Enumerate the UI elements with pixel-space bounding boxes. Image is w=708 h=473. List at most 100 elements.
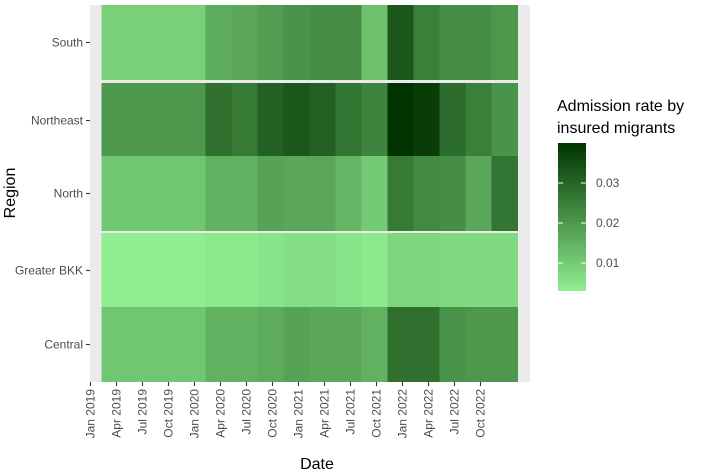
x-tick-label: Jul 2020 [240, 389, 254, 435]
heatmap-cell [127, 83, 154, 158]
y-axis: South Northeast North Greater BKK Central [15, 36, 90, 352]
x-tick-label: Jul 2022 [448, 389, 462, 435]
heatmap-cell [309, 156, 336, 231]
y-axis-title: Region [2, 168, 19, 219]
x-tick-label: Apr 2019 [110, 389, 124, 438]
y-tick-label: North [54, 187, 83, 201]
x-tick-label: Oct 2021 [370, 389, 384, 438]
legend-title: insured migrants [557, 120, 675, 137]
heatmap-cell [361, 83, 388, 158]
heatmap-cell [257, 5, 284, 80]
heatmap-cell [387, 156, 414, 231]
heatmap-cell [387, 83, 414, 158]
heatmap-cell [439, 5, 466, 80]
x-tick-label: Apr 2020 [214, 389, 228, 438]
heatmap-cell [413, 233, 440, 308]
heatmap-cell [309, 5, 336, 80]
heatmap-cell [283, 5, 310, 80]
heatmap-cell [101, 307, 128, 382]
legend-title: Admission rate by [557, 98, 684, 115]
x-tick-label: Apr 2022 [422, 389, 436, 438]
heatmap-cell [413, 156, 440, 231]
heatmap-cell [439, 233, 466, 308]
heatmap-cell [387, 307, 414, 382]
heatmap-cell [361, 307, 388, 382]
heatmap-cell [101, 5, 128, 80]
heatmap-cell [153, 5, 180, 80]
heatmap-cell [205, 5, 232, 80]
heatmap-cell [465, 233, 492, 308]
heatmap-cell [439, 83, 466, 158]
heatmap-cell [413, 5, 440, 80]
x-axis: Jan 2019 Apr 2019 Jul 2019 Oct 2019 Jan 2020… [84, 382, 488, 438]
x-tick-label: Jan 2021 [292, 389, 306, 439]
heatmap-cell [491, 156, 518, 231]
heatmap-cell [127, 307, 154, 382]
heatmap-cell [205, 83, 232, 158]
heatmap-cell [361, 156, 388, 231]
heatmap-cell [335, 5, 362, 80]
y-tick-label: Central [44, 338, 83, 352]
heatmap-cell [309, 233, 336, 308]
y-tick-label: Northeast [31, 114, 84, 128]
heatmap-cell [179, 83, 206, 158]
heatmap-cell [361, 5, 388, 80]
heatmap-cell [231, 83, 258, 158]
color-legend: Admission rate by insured migrants 0.01 0.0… [557, 98, 684, 291]
heatmap-cell [257, 307, 284, 382]
heatmap-cell [231, 233, 258, 308]
heatmap-cell [127, 5, 154, 80]
heatmap-cell [309, 307, 336, 382]
heatmap-cell [491, 83, 518, 158]
heatmap-cell [283, 307, 310, 382]
heatmap-cell [361, 233, 388, 308]
heatmap-cell [283, 83, 310, 158]
x-tick-label: Jul 2021 [344, 389, 358, 435]
heatmap-cell [491, 5, 518, 80]
y-tick-label: Greater BKK [15, 264, 83, 278]
heatmap-cell [153, 83, 180, 158]
x-axis-title: Date [300, 456, 334, 473]
heatmap-cell [387, 5, 414, 80]
heatmap-cell [127, 156, 154, 231]
heatmap-cell [153, 156, 180, 231]
heatmap-cell [153, 307, 180, 382]
heatmap-cell [205, 233, 232, 308]
heatmap-cell [465, 156, 492, 231]
heatmap-cell [491, 233, 518, 308]
heatmap-cell [257, 233, 284, 308]
heatmap-cell [335, 233, 362, 308]
heatmap-cell [465, 307, 492, 382]
heatmap-cell [387, 233, 414, 308]
heatmap-cell [283, 156, 310, 231]
heatmap-cell [335, 83, 362, 158]
heatmap-cell [205, 156, 232, 231]
legend-tick-label: 0.02 [596, 216, 620, 230]
heatmap-cell [205, 307, 232, 382]
heatmap-cell [179, 156, 206, 231]
heatmap-cell [413, 307, 440, 382]
heatmap-cell [491, 307, 518, 382]
x-tick-label: Apr 2021 [318, 389, 332, 438]
heatmap-cell [231, 307, 258, 382]
x-tick-label: Oct 2019 [162, 389, 176, 438]
x-tick-label: Oct 2022 [474, 389, 488, 438]
x-tick-label: Jan 2020 [188, 389, 202, 439]
heatmap-cell [413, 83, 440, 158]
heatmap-cell [283, 233, 310, 308]
heatmap-cell [335, 307, 362, 382]
x-tick-label: Jul 2019 [136, 389, 150, 435]
heatmap-cell [257, 83, 284, 158]
x-tick-label: Jan 2019 [84, 389, 98, 439]
heatmap-cell [101, 83, 128, 158]
heatmap-cell [309, 83, 336, 158]
heatmap-cell [335, 156, 362, 231]
heatmap-cell [153, 233, 180, 308]
heatmap-cell [257, 156, 284, 231]
heatmap-cell [101, 233, 128, 308]
heatmap-cell [179, 233, 206, 308]
y-tick-label: South [52, 36, 83, 50]
heatmap-cell [465, 5, 492, 80]
x-tick-label: Oct 2020 [266, 389, 280, 438]
